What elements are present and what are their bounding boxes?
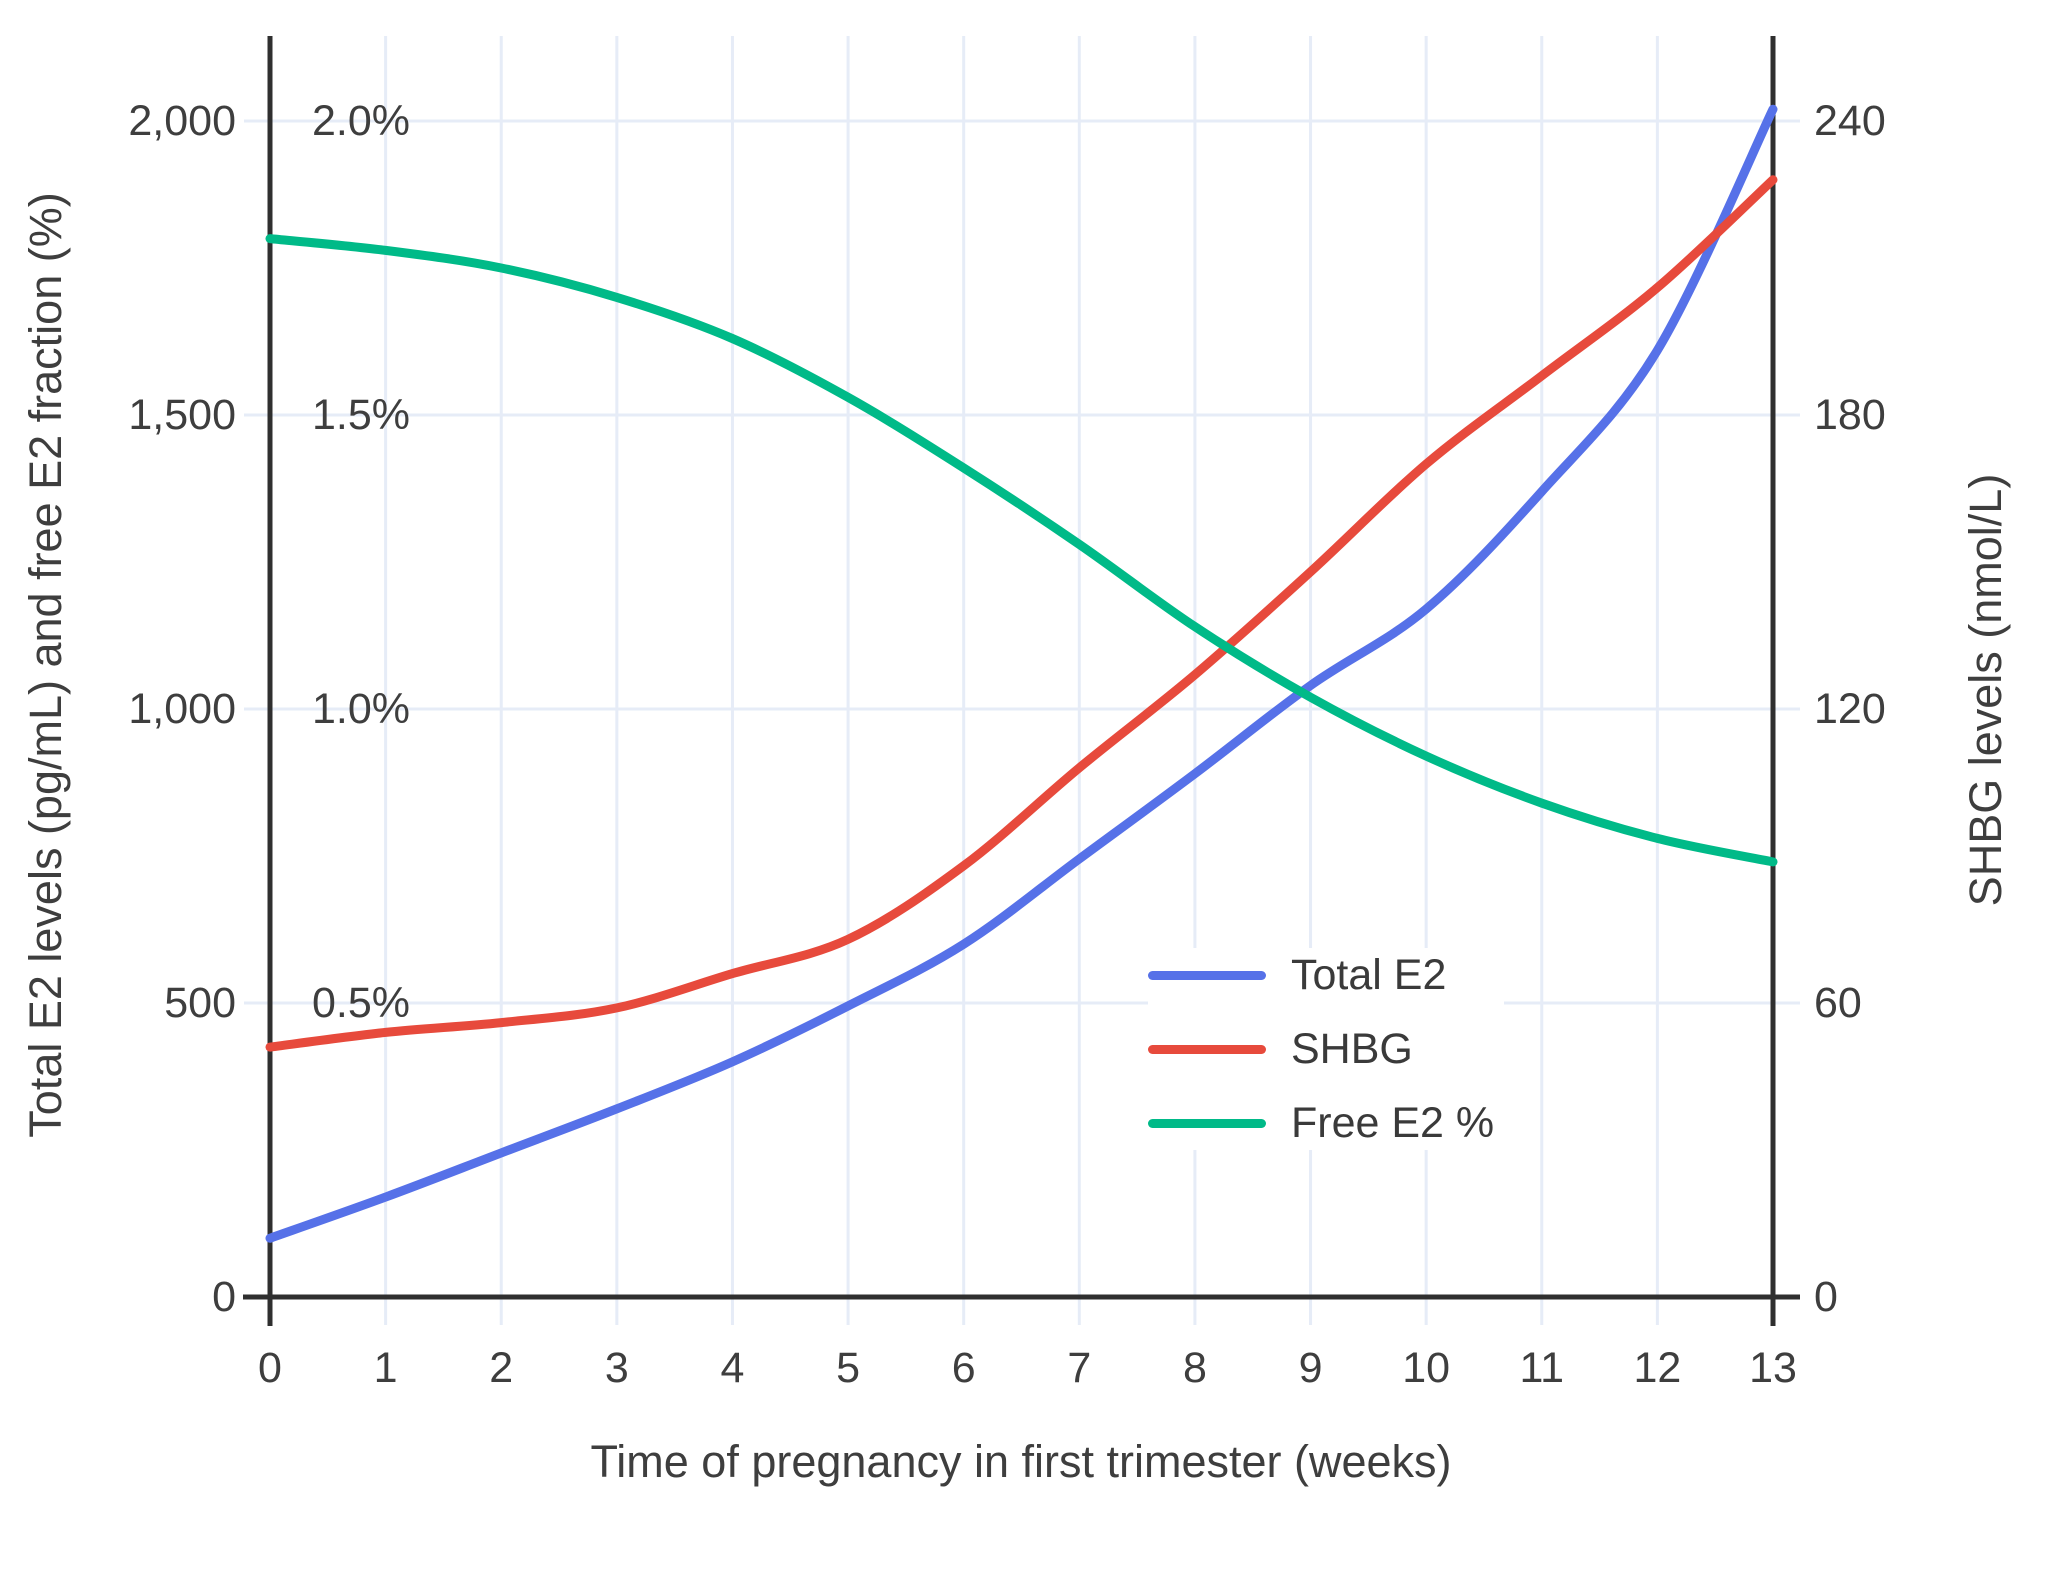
y-right-tick-240: 240 [1814,97,1886,145]
x-tick-3: 3 [605,1344,629,1392]
x-tick-5: 5 [836,1344,860,1392]
y-percent-tick-2: 2.0% [312,97,410,145]
y-left-tick-0: 0 [212,1273,236,1321]
legend-label-total-e2: Total E2 [1291,951,1447,999]
y-percent-tick-0.5: 0.5% [312,979,410,1027]
x-tick-0: 0 [258,1344,282,1392]
y-left-tick-2000: 2,000 [128,97,236,145]
x-tick-7: 7 [1067,1344,1091,1392]
legend: Total E2 SHBG Free E2 % [1148,948,1505,1150]
x-tick-13: 13 [1749,1344,1797,1392]
y-right-tick-0: 0 [1814,1273,1838,1321]
x-tick-9: 9 [1299,1344,1323,1392]
x-axis-title: Time of pregnancy in first trimester (we… [590,1436,1452,1487]
x-tick-4: 4 [721,1344,745,1392]
y-left-tick-500: 500 [164,979,236,1027]
shbg-line [265,175,1778,1052]
y-percent-tick-1.5: 1.5% [312,391,410,439]
x-tick-8: 8 [1183,1344,1207,1392]
legend-item-shbg: SHBG [1148,1024,1494,1074]
right-axis-title: SHBG levels (nmol/L) [1960,473,2011,907]
free-e2-swatch [1148,1118,1266,1128]
x-tick-2: 2 [489,1344,513,1392]
left-axis-title: Total E2 levels (pg/mL) and free E2 frac… [20,192,71,1138]
y-right-tick-180: 180 [1814,391,1886,439]
y-percent-tick-1: 1.0% [312,685,410,733]
legend-label-free-e2: Free E2 % [1291,1099,1495,1147]
y-left-tick-1000: 1,000 [128,685,236,733]
y-right-tick-120: 120 [1814,685,1886,733]
legend-item-total-e2: Total E2 [1148,950,1494,1000]
y-left-tick-1500: 1,500 [128,391,236,439]
legend-label-shbg: SHBG [1291,1025,1413,1073]
shbg-swatch [1148,1044,1266,1054]
x-tick-1: 1 [374,1344,398,1392]
total-e2-swatch [1148,970,1266,980]
free-e2--line [265,234,1778,867]
x-tick-12: 12 [1633,1344,1681,1392]
legend-item-free-e2: Free E2 % [1148,1098,1494,1148]
x-tick-10: 10 [1402,1344,1450,1392]
x-tick-11: 11 [1519,1344,1564,1392]
y-right-tick-60: 60 [1814,979,1862,1027]
total-e2-line [265,104,1778,1243]
x-tick-6: 6 [952,1344,976,1392]
